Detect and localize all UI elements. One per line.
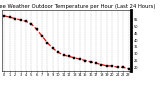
Title: Milwaukee Weather Outdoor Temperature per Hour (Last 24 Hours): Milwaukee Weather Outdoor Temperature pe… [0, 4, 155, 9]
